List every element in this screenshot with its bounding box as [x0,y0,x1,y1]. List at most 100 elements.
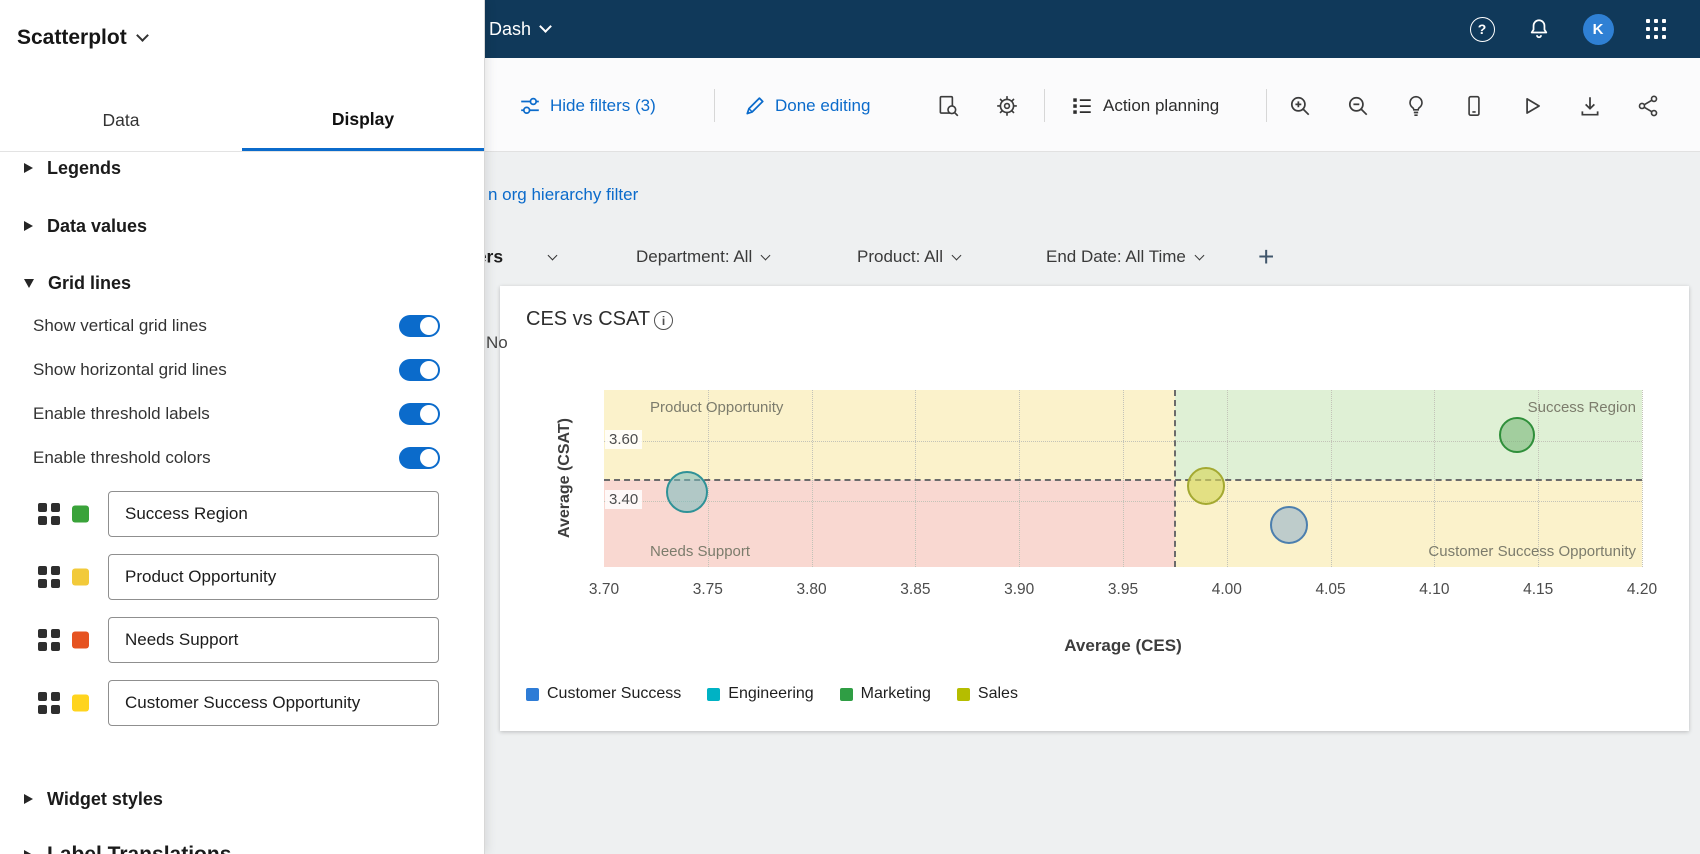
text-zoom-out-icon[interactable] [1346,93,1370,117]
pencil-icon [746,96,764,114]
page-preview-icon [939,95,959,116]
widget-type-label: Scatterplot [17,26,127,49]
x-axis-labels: 3.70 3.75 3.80 3.85 3.90 3.95 4.00 4.05 4.10 4.15… [589,581,1657,601]
y-tick-label: 3.40 [605,490,643,509]
toggle-label: Enable threshold labels [33,404,210,423]
threshold-color-swatch[interactable] [72,631,89,648]
legend-item-customer-success[interactable]: Customer Success [526,685,681,703]
page-preview-button[interactable] [936,93,960,117]
panel-tabs: Data Display [0,90,484,152]
legend-item-engineering[interactable]: Engineering [707,685,814,703]
avatar-initial: K [1592,20,1604,38]
x-tick-label: 3.80 [796,581,827,598]
hide-filters-label: Hide filters (3) [550,95,656,115]
toolbar-divider [1044,89,1045,122]
threshold-label-input[interactable] [108,679,439,726]
help-icon[interactable] [1469,16,1495,42]
notifications-bell-icon[interactable] [1527,17,1551,41]
drag-handle-icon[interactable] [38,565,60,588]
threshold-region-row [0,553,484,600]
drag-handle-icon[interactable] [38,502,60,525]
threshold-color-swatch[interactable] [72,694,89,711]
tab-display[interactable]: Display [242,90,484,151]
section-widget-styles[interactable]: Widget styles [0,780,484,818]
hide-filters-button[interactable]: Hide filters (3) [519,94,656,116]
section-grid-lines[interactable]: Grid lines [0,265,484,301]
section-legends[interactable]: Legends [0,150,484,186]
lightbulb-icon[interactable] [1404,93,1428,117]
dashboard-name-dropdown[interactable]: Dash [489,0,552,58]
threshold-label-input[interactable] [108,616,439,663]
x-tick-label: 3.95 [1107,581,1139,598]
play-icon[interactable] [1520,93,1544,117]
info-icon[interactable] [654,311,673,330]
section-label-translations[interactable]: Label Translations [0,840,484,854]
legend-swatch [956,687,970,701]
threshold-color-swatch[interactable] [72,568,89,585]
filter-sliders-icon [521,97,539,114]
org-hierarchy-filter-link[interactable]: n org hierarchy filter [488,185,639,204]
toggle-label: Show vertical grid lines [33,316,207,335]
x-tick-label: 4.00 [1211,581,1242,598]
quadrant-label-bottom-left: Needs Support [650,543,751,560]
drag-handle-icon[interactable] [38,691,60,714]
threshold-region-row [0,616,484,663]
toggle-row-threshold-labels: Enable threshold labels [0,399,484,429]
section-label: Widget styles [47,788,163,809]
action-planning-button[interactable]: Action planning [1070,93,1219,117]
tab-data[interactable]: Data [102,110,140,130]
toolbar-divider [714,89,715,122]
widget-type-dropdown[interactable]: Scatterplot [17,26,149,50]
toggle-knob [420,449,438,467]
threshold-label-input[interactable] [108,490,439,537]
caret-right-icon [24,163,33,173]
data-point-engineering[interactable] [666,471,709,513]
legend-item-sales[interactable]: Sales [956,685,1018,703]
filter-department-dropdown[interactable]: Department: All [636,247,771,267]
toggle-knob [420,361,438,379]
x-tick-label: 3.75 [692,581,723,598]
section-data-values[interactable]: Data values [0,208,484,244]
x-tick-label: 3.70 [588,581,620,598]
done-editing-button[interactable]: Done editing [744,94,870,116]
caret-right-icon [24,221,33,231]
filter-end-date-dropdown[interactable]: End Date: All Time [1046,247,1205,267]
toggle-enable-threshold-colors[interactable] [399,447,440,469]
toggle-enable-threshold-labels[interactable] [399,403,440,425]
add-filter-button[interactable]: + [1258,241,1275,272]
legend-label: Engineering [728,685,814,702]
mobile-preview-icon[interactable] [1462,93,1486,117]
user-avatar[interactable]: K [1582,13,1614,45]
data-point-customer-success[interactable] [1270,506,1309,544]
filter-product-dropdown[interactable]: Product: All [857,247,962,267]
text-zoom-in-icon[interactable] [1288,93,1312,117]
vertical-gridline [1434,390,1436,567]
toggle-row-horizontal-grid: Show horizontal grid lines [0,355,484,385]
x-tick-label: 4.20 [1626,581,1658,598]
threshold-region-row [0,490,484,537]
share-icon[interactable] [1636,93,1660,117]
data-point-sales[interactable] [1187,467,1226,505]
chevron-down-icon [1194,250,1205,261]
vertical-gridline [1123,390,1124,567]
data-point-marketing[interactable] [1499,417,1536,453]
toggle-knob [420,317,438,335]
threshold-color-swatch[interactable] [72,505,89,522]
section-label: Label Translations [47,843,231,854]
app-switcher-icon[interactable] [1645,18,1666,40]
drag-handle-icon[interactable] [38,628,60,651]
legend-item-marketing[interactable]: Marketing [839,685,931,703]
chevron-down-icon [951,250,962,261]
toggle-show-horizontal-grid-lines[interactable] [399,359,440,381]
quadrant-top-left [604,390,1175,480]
settings-button[interactable] [995,93,1019,117]
filters-dropdown-chevron[interactable] [547,250,558,261]
filter-product-label: Product: All [857,247,943,266]
occluded-text-fragment: No [486,333,508,352]
legend-label: Sales [977,685,1018,702]
download-icon[interactable] [1578,93,1602,117]
threshold-label-input[interactable] [108,553,439,600]
quadrant-label-top-left: Product Opportunity [650,399,784,416]
toggle-show-vertical-grid-lines[interactable] [399,315,440,337]
